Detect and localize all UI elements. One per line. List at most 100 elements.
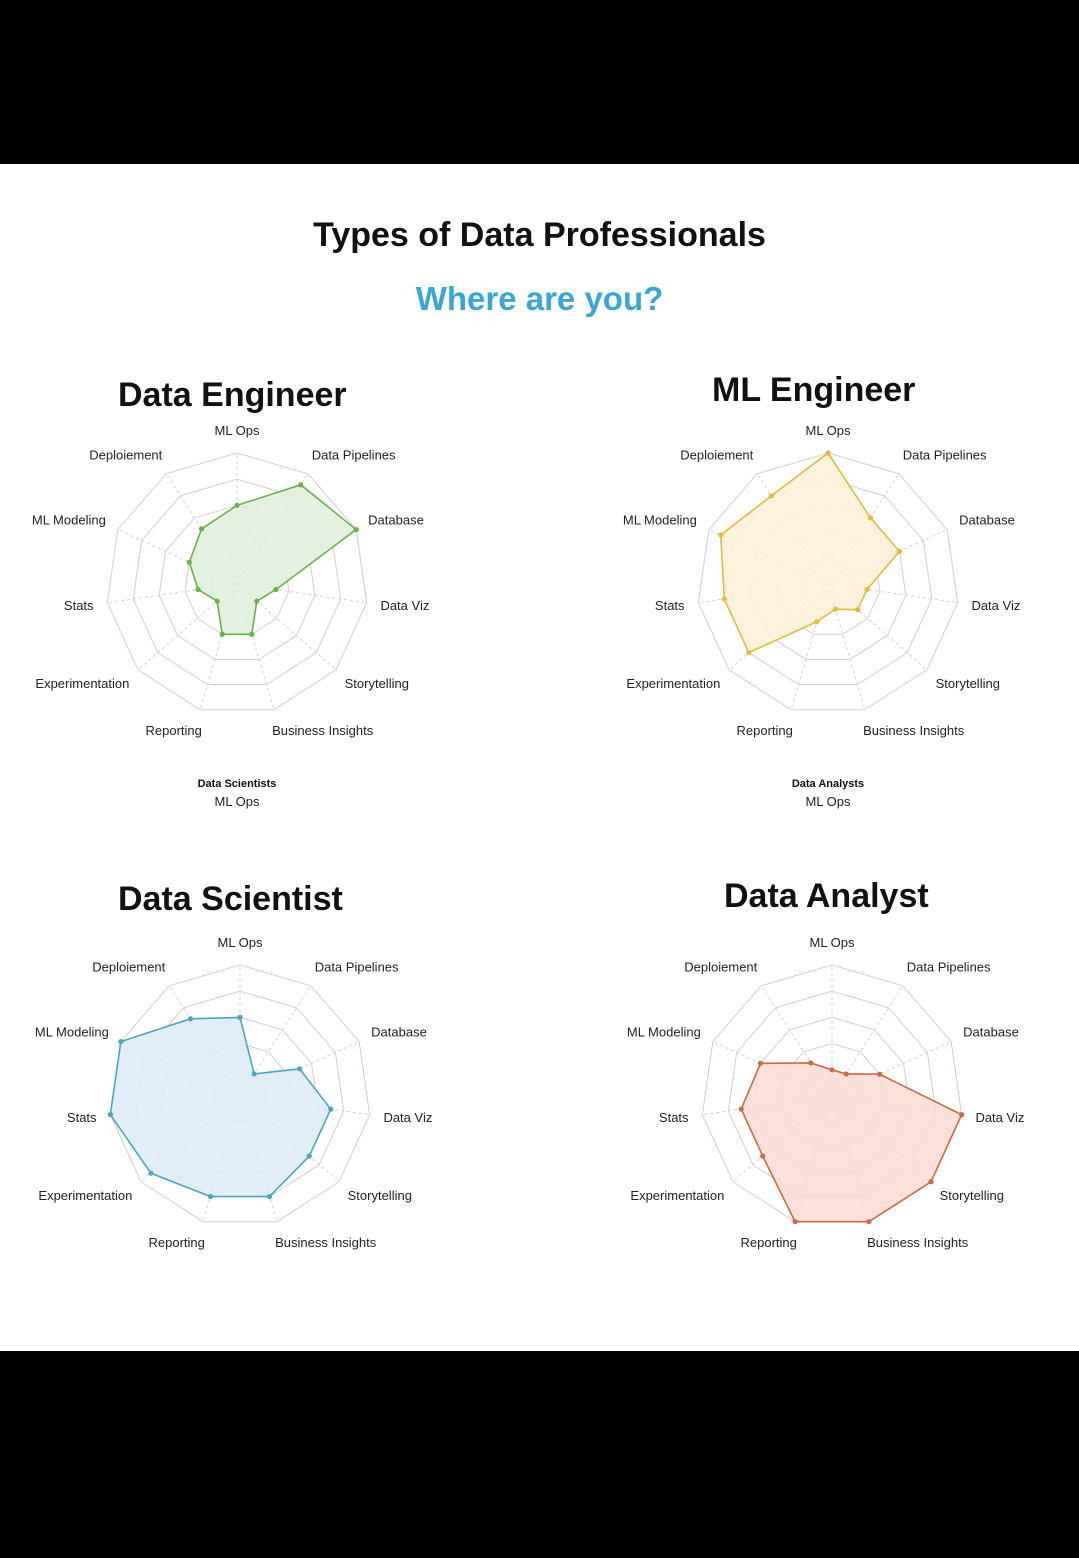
data-point-1	[251, 1071, 257, 1077]
data-point-3	[273, 586, 279, 593]
axis-label: Reporting	[149, 1235, 205, 1250]
axis-label: Data Viz	[380, 598, 429, 613]
data-point-0	[825, 450, 831, 456]
grid-ring	[109, 964, 371, 1223]
data-point-9	[718, 532, 724, 538]
data-point-1	[867, 515, 874, 521]
data-point-3	[328, 1106, 334, 1112]
grid-spoke	[236, 583, 367, 604]
axis-label: Storytelling	[345, 676, 409, 691]
grid-spoke	[107, 583, 238, 604]
data-point-2	[896, 548, 903, 554]
data-point-1	[298, 482, 304, 488]
data-point-5	[832, 606, 838, 612]
grid-spoke	[827, 583, 866, 710]
axis-label: Storytelling	[936, 676, 1000, 691]
grid-spoke	[827, 583, 958, 604]
grid-spoke	[236, 583, 337, 671]
chart-caption: ML Ops	[214, 794, 260, 809]
data-point-10	[768, 493, 774, 499]
grid-spoke	[117, 529, 238, 585]
axis-label: Business Insights	[863, 723, 965, 738]
data-point-0	[829, 1067, 835, 1073]
radar-chart-0: ML Ops Data Pipelines Database Data Viz Stor…	[32, 423, 429, 809]
axis-label: Deploiement	[92, 959, 165, 974]
data-point-6	[207, 1193, 214, 1200]
grid-spoke	[202, 1095, 241, 1222]
data-point-6	[814, 619, 820, 625]
axis-label: Data Pipelines	[315, 959, 399, 974]
data-point-9	[757, 1060, 764, 1066]
data-point-2	[296, 1066, 303, 1072]
axis-label: ML Ops	[805, 423, 851, 438]
axis-label: ML Modeling	[627, 1024, 701, 1039]
series-area	[719, 451, 901, 654]
grid-spoke	[732, 1095, 833, 1183]
axis-label: Data Pipelines	[903, 447, 987, 462]
grid-spoke	[199, 583, 238, 710]
axis-label: Business Insights	[272, 723, 374, 738]
data-point-9	[186, 559, 192, 565]
grid-spoke	[756, 473, 829, 585]
chart-caption-bold: Data Scientists	[198, 778, 277, 790]
data-point-4	[254, 598, 260, 604]
data-point-7	[760, 1153, 766, 1159]
data-point-0	[234, 502, 240, 508]
grid-spoke	[831, 1041, 952, 1097]
axis-label: Data Viz	[383, 1110, 432, 1125]
data-point-4	[855, 607, 861, 613]
axis-label: Stats	[67, 1110, 97, 1125]
series-area	[188, 483, 358, 636]
data-point-0	[237, 1014, 243, 1021]
grid-spoke	[831, 985, 904, 1097]
data-point-7	[148, 1170, 154, 1176]
grid-ring	[697, 452, 959, 711]
axis-label: Deploiement	[89, 447, 162, 462]
chart-title-data-analyst: Data Analyst	[724, 877, 929, 915]
grid-spoke	[168, 985, 241, 1097]
axis-label: ML Ops	[809, 935, 855, 950]
radar-chart-3: ML Ops Data Pipelines Database Data Viz Stor…	[627, 935, 1024, 1250]
radar-chart-1: ML Ops Data Pipelines Database Data Viz Stor…	[623, 423, 1020, 809]
axis-label: Data Viz	[971, 598, 1020, 613]
grid-spoke	[239, 1095, 340, 1183]
data-point-7	[214, 598, 220, 604]
grid-spoke	[790, 583, 829, 710]
series-area	[740, 1062, 963, 1223]
data-point-3	[959, 1112, 965, 1118]
grid-spoke	[239, 1041, 360, 1097]
axis-label: Stats	[655, 598, 685, 613]
grid-spoke	[239, 985, 312, 1097]
axis-label: ML Modeling	[32, 512, 106, 527]
axis-label: Deploiement	[680, 447, 753, 462]
grid-spoke	[827, 529, 948, 585]
axis-label: Reporting	[146, 723, 202, 738]
grid-spoke	[239, 1095, 278, 1222]
grid-ring	[106, 452, 368, 711]
axis-label: Business Insights	[867, 1235, 969, 1250]
data-point-10	[198, 526, 205, 532]
grid-spoke	[239, 1095, 370, 1116]
grid-spoke	[712, 1041, 833, 1097]
axis-label: Database	[963, 1024, 1019, 1039]
axis-label: Database	[368, 512, 424, 527]
axis-label: Reporting	[737, 723, 793, 738]
chart-title-data-scientist: Data Scientist	[118, 880, 343, 918]
grid-spoke	[702, 1095, 833, 1116]
axis-label: Experimentation	[630, 1188, 724, 1203]
data-point-5	[866, 1219, 872, 1225]
data-point-10	[808, 1060, 814, 1066]
data-point-7	[746, 650, 752, 656]
axis-label: ML Ops	[214, 423, 260, 438]
data-point-8	[738, 1106, 744, 1112]
series-area	[109, 1016, 332, 1198]
radar-charts: ML Ops Data Pipelines Database Data Viz Stor…	[32, 423, 1024, 1250]
grid-spoke	[698, 583, 829, 604]
data-point-6	[792, 1219, 798, 1225]
grid-spoke	[137, 583, 238, 671]
data-point-6	[219, 631, 225, 637]
axis-label: Deploiement	[684, 959, 757, 974]
axis-label: ML Modeling	[35, 1024, 109, 1039]
data-point-4	[306, 1153, 312, 1159]
chart-caption-bold: Data Analysts	[792, 778, 864, 790]
